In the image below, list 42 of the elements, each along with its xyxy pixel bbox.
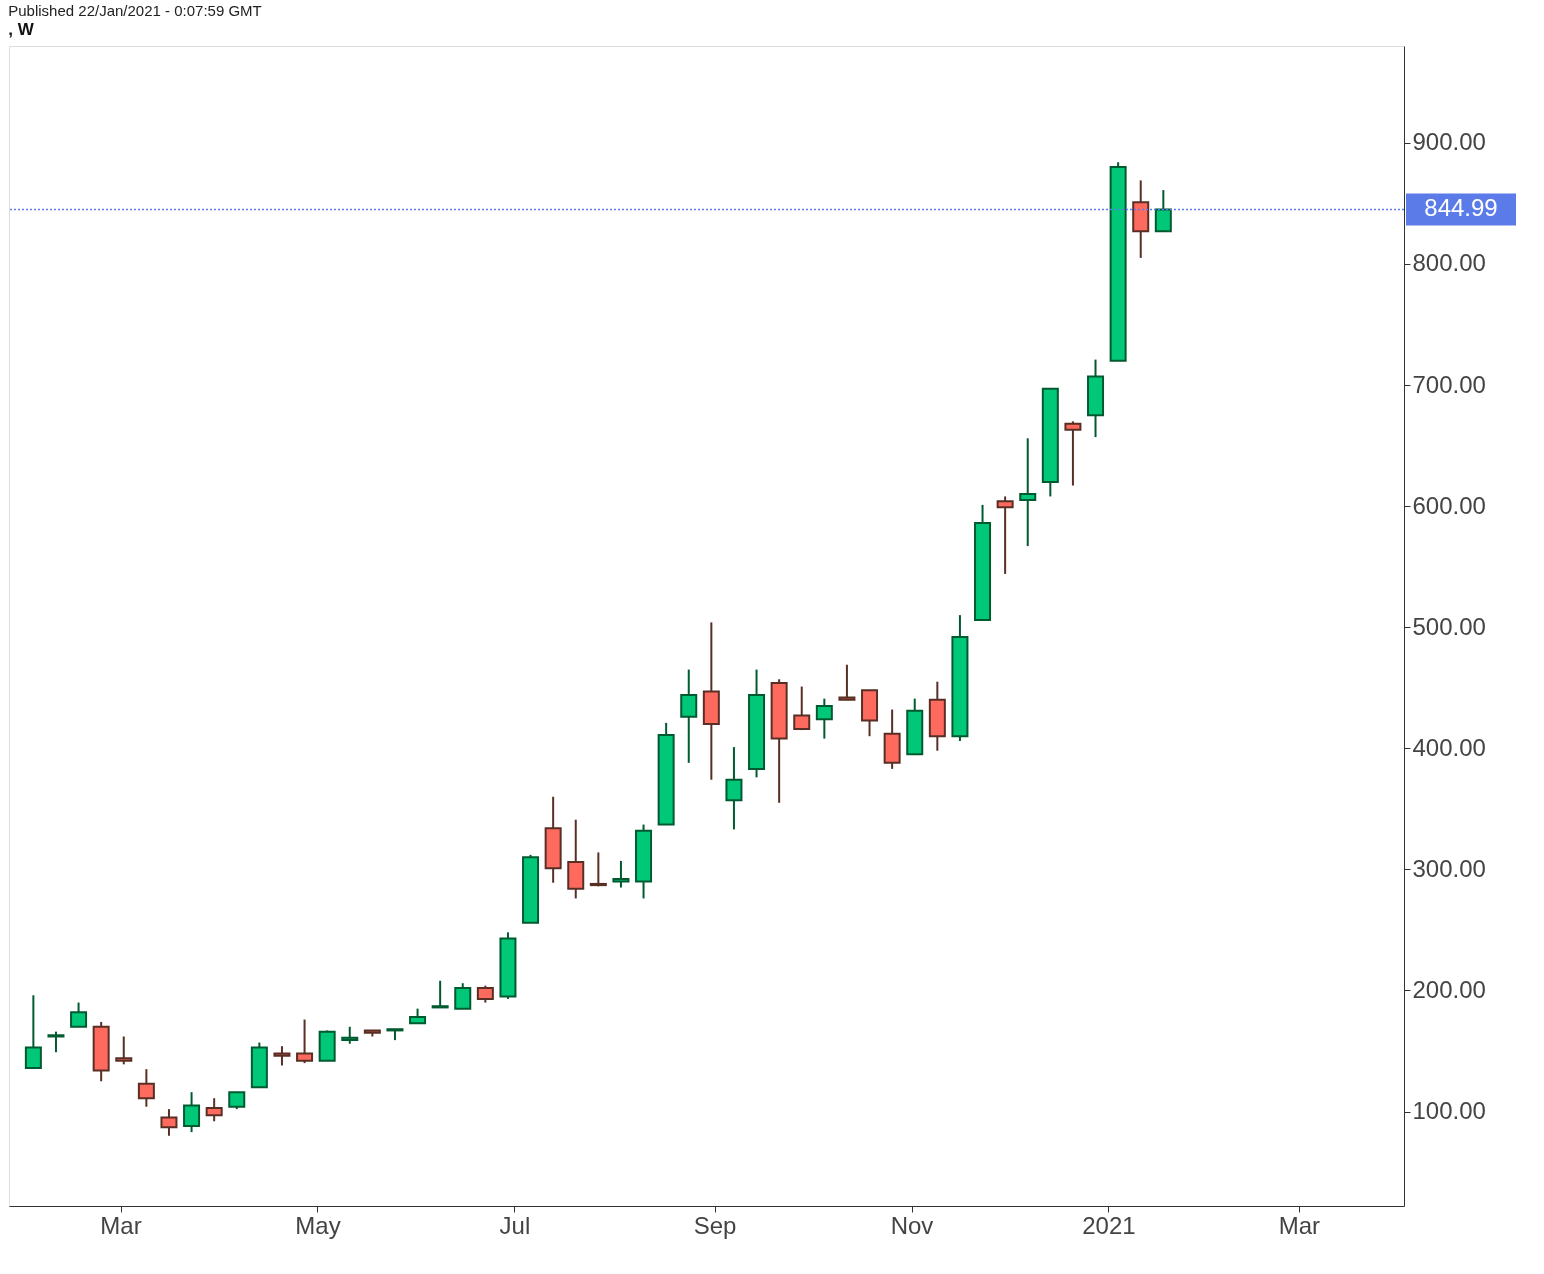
candlestick [160,1108,178,1137]
y-tick-label: 600.00 [1412,491,1486,519]
x-tick-label: Mar [1278,1211,1321,1239]
chart-subtitle: , W [8,20,35,39]
candlestick [1154,189,1172,233]
candlestick [793,685,811,732]
candlestick [115,1035,133,1066]
candlestick [996,495,1014,575]
candlestick [296,1018,314,1065]
y-tick-label: 100.00 [1412,1097,1486,1125]
candlestick [70,1001,88,1028]
y-tick-label: 200.00 [1412,975,1486,1003]
candlestick [431,979,449,1009]
candlestick [454,982,472,1010]
x-tick-label: Nov [890,1211,934,1239]
candlestick [680,668,698,764]
ref-line-label: 844.99 [1424,194,1498,222]
y-tick-label: 900.00 [1412,128,1486,156]
y-tick-label: 300.00 [1412,854,1486,882]
x-tick-label: Mar [100,1211,142,1239]
candlestick [815,697,833,740]
candlestick [273,1045,291,1067]
x-tick-label: 2021 [1082,1211,1136,1239]
chart-title: Published 22/Jan/2021 - 0:07:59 GMT [8,2,262,19]
candlestick [589,851,607,888]
candlestick [183,1091,201,1134]
candlestick [137,1068,155,1108]
y-tick-label: 700.00 [1412,370,1486,398]
candlestick [725,746,743,831]
candlestick [24,994,42,1069]
y-tick-label: 400.00 [1412,733,1486,761]
candlestick [205,1097,223,1123]
y-tick-label: 500.00 [1412,612,1486,640]
x-tick-label: Jul [499,1211,531,1239]
x-tick-label: Sep [693,1211,737,1239]
x-tick-label: May [295,1211,341,1239]
candlestick [612,859,630,889]
candlestick [47,1030,65,1054]
candlestick [838,663,856,701]
candlestick [1019,437,1037,548]
y-tick-label: 800.00 [1412,249,1486,277]
candlestick [1064,420,1082,487]
